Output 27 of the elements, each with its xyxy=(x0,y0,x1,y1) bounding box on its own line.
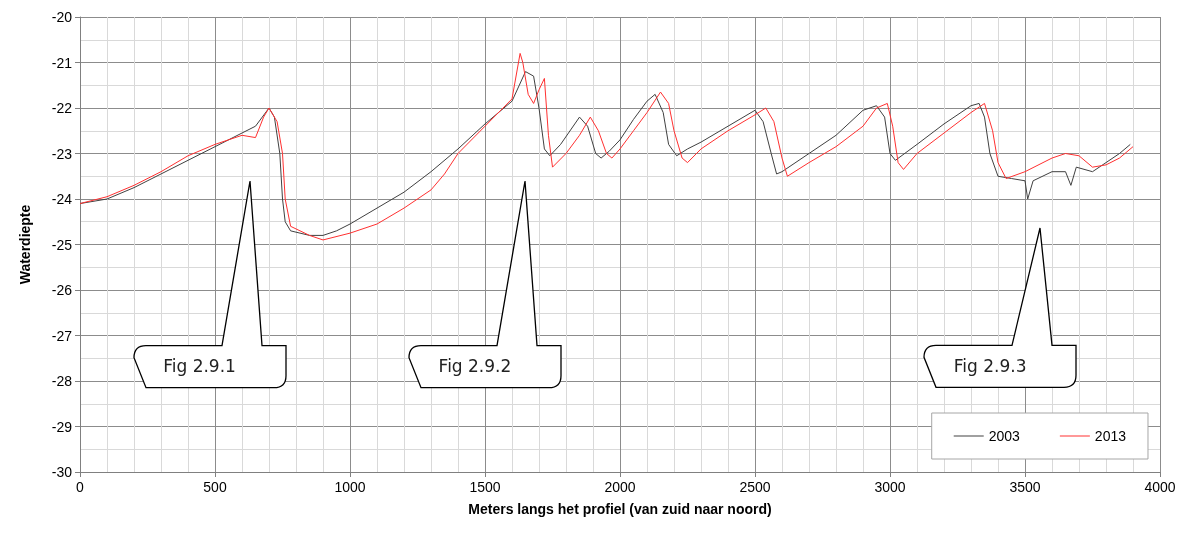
y-tick-label: -21 xyxy=(51,54,73,71)
x-tick-label: 2500 xyxy=(739,479,771,495)
y-tick-label: -22 xyxy=(51,100,73,116)
y-tick-label: -30 xyxy=(51,464,73,480)
y-tick-label: -28 xyxy=(51,373,73,389)
annotation: Fig 2.9.1 xyxy=(163,356,236,377)
y-tick-label: -27 xyxy=(51,327,73,344)
y-tick-label: -20 xyxy=(51,9,73,25)
legend-label: 2013 xyxy=(1094,428,1127,444)
x-tick-label: 1000 xyxy=(334,479,366,495)
x-tick-label: 0 xyxy=(76,479,85,495)
y-tick-label: -25 xyxy=(51,236,73,253)
x-tick-label: 4000 xyxy=(1144,479,1176,495)
y-tick-label: -24 xyxy=(51,191,73,207)
legend-label: 2003 xyxy=(988,428,1021,444)
y-tick-label: -23 xyxy=(51,145,73,162)
x-tick-label: 500 xyxy=(203,479,227,495)
x-tick-label: 3000 xyxy=(874,479,906,495)
x-tick-label: 1500 xyxy=(469,479,501,495)
x-tick-label: 3500 xyxy=(1009,479,1041,495)
annotation: Fig 2.9.2 xyxy=(438,356,512,377)
x-axis-title: Meters langs het profiel (van zuid naar noord) xyxy=(468,501,772,517)
y-tick-label: -26 xyxy=(51,282,73,298)
annotation: Fig 2.9.3 xyxy=(953,356,1027,377)
x-tick-label: 2000 xyxy=(604,479,636,495)
y-tick-label: -29 xyxy=(51,418,73,435)
y-axis-title: Waterdiepte xyxy=(17,204,33,285)
